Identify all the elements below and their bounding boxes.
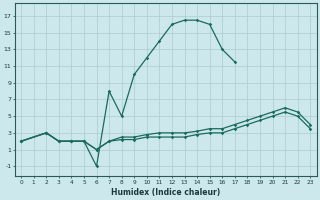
X-axis label: Humidex (Indice chaleur): Humidex (Indice chaleur)	[111, 188, 220, 197]
